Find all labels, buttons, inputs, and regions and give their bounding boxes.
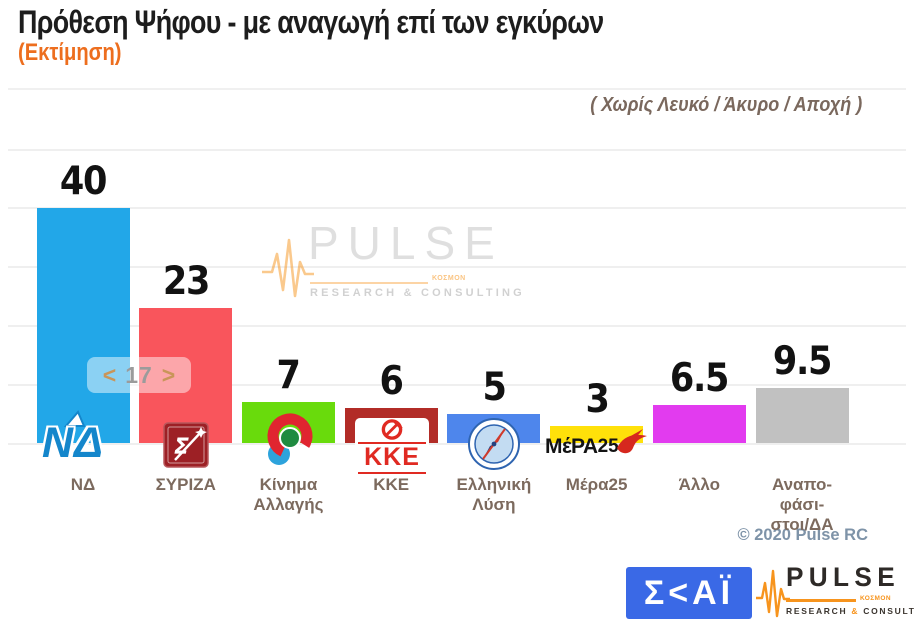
category-label-Ελληνική Λύση: Ελληνική Λύση [432,475,556,515]
header-divider [8,88,906,90]
skai-logo-text: Σ<ΑΪ [643,574,735,612]
copyright-text: © 2020 Pulse RC [737,526,868,544]
kke-hammer-sickle-icon [381,419,403,440]
bar-value-label: 40 [59,159,108,205]
methodology-note: ( Χωρίς Λευκό / Άκυρο / Αποχή ) [589,94,862,116]
nd-flag-icon [64,410,86,427]
pulse-tagline-research: RESEARCH [786,606,848,616]
mera25-logo-text: ΜέΡΑ [545,434,598,458]
category-label-line: Αλλαγής [253,495,324,515]
category-label-Άλλο: Άλλο [637,475,761,495]
category-label-Μέρα25: Μέρα25 [535,475,659,495]
category-label-line: Άλλο [678,475,720,494]
bar-ΣΥΡΙΖΑ [139,308,233,444]
pulse-small-mark: ΚΟΣΜΟΝ [860,595,891,602]
category-label-line: ΝΔ [70,475,96,494]
bar-Άλλο [652,405,746,444]
mera25-bird-icon [616,429,647,454]
mera25-logo-number: 25 [597,435,619,457]
elliniki-lysi-party-logo [467,417,521,471]
lead-difference-annotation: < 17 > [87,357,191,393]
pulse-tagline-consulting: CONSULTING [863,606,914,616]
category-label-line: στοι/ΔΑ [770,515,834,535]
gridline [8,207,906,210]
bar-ΝΔ [36,208,130,444]
kinima-allagis-party-logo [259,409,319,473]
bar-value-label: 23 [162,259,211,305]
category-label-ΝΔ: ΝΔ [21,475,145,495]
category-label-line: φάσι- [779,495,825,515]
bar-value-label: 7 [276,353,301,399]
category-label-line: Κίνημα [259,475,318,494]
page-title: Πρόθεση Ψήφου - με αναγωγή επί των εγκύρ… [18,4,604,40]
nd-logo-text: ΝΔ [42,419,104,467]
pulse-rc-logo: PULSE ΚΟΣΜΟΝ RESEARCH & CONSULTING [756,562,914,624]
pulse-tagline: RESEARCH & CONSULTING [786,606,914,616]
skai-logo: Σ<ΑΪ [626,567,752,619]
gridline [8,324,906,327]
category-label-ΚΚΕ: ΚΚΕ [329,475,453,495]
category-label-Κίνημα Αλλαγής: Κίνημα Αλλαγής [226,475,350,515]
annotation-open-bracket: < [102,361,117,388]
gridline [8,383,906,386]
bar-value-label: 5 [482,365,506,411]
gridline [8,442,906,445]
nd-party-logo: ΝΔ [36,410,132,474]
annotation-close-bracket: > [161,361,176,388]
category-label-line: Αναπο- [771,475,833,494]
syriza-logo-icon: Σ [163,422,209,468]
bar-Αναποφάσιστοι/ΔΑ [755,387,849,444]
pulse-tagline-amp: & [851,606,860,616]
kke-party-logo: ΚΚΕ [355,418,429,474]
category-label-Αναποφάσιστοι/ΔΑ: Αναπο-φάσι-στοι/ΔΑ [740,475,864,535]
mera25-party-logo: ΜέΡΑ 25 [545,428,657,464]
svg-text:Σ: Σ [174,435,189,460]
pulse-underline [786,599,856,602]
bar-value-label: 6.5 [670,356,729,402]
compass-icon [468,418,520,470]
kinima-flower-icon [267,413,313,465]
category-label-line: ΚΚΕ [373,475,410,494]
category-label-ΣΥΡΙΖΑ: ΣΥΡΙΖΑ [124,475,248,495]
annotation-value: 17 [125,361,153,388]
pulse-heartbeat-icon [756,569,790,618]
bar-Μέρα25 [550,425,644,444]
category-label-line: Μέρα25 [565,475,628,494]
bar-value-label: 3 [585,376,609,422]
gridline [8,148,906,151]
page-subtitle: (Εκτίμηση) [18,39,122,66]
syriza-party-logo: Σ [163,421,209,469]
bar-value-label: 6 [379,359,404,405]
pulse-brand-text: PULSE [786,562,901,592]
category-label-line: ΣΥΡΙΖΑ [155,475,216,494]
category-label-line: Ελληνική [456,475,532,494]
bar-value-label: 9.5 [772,338,832,384]
gridline [8,266,906,269]
kke-logo-text: ΚΚΕ [358,442,426,474]
category-label-line: Λύση [472,495,516,515]
